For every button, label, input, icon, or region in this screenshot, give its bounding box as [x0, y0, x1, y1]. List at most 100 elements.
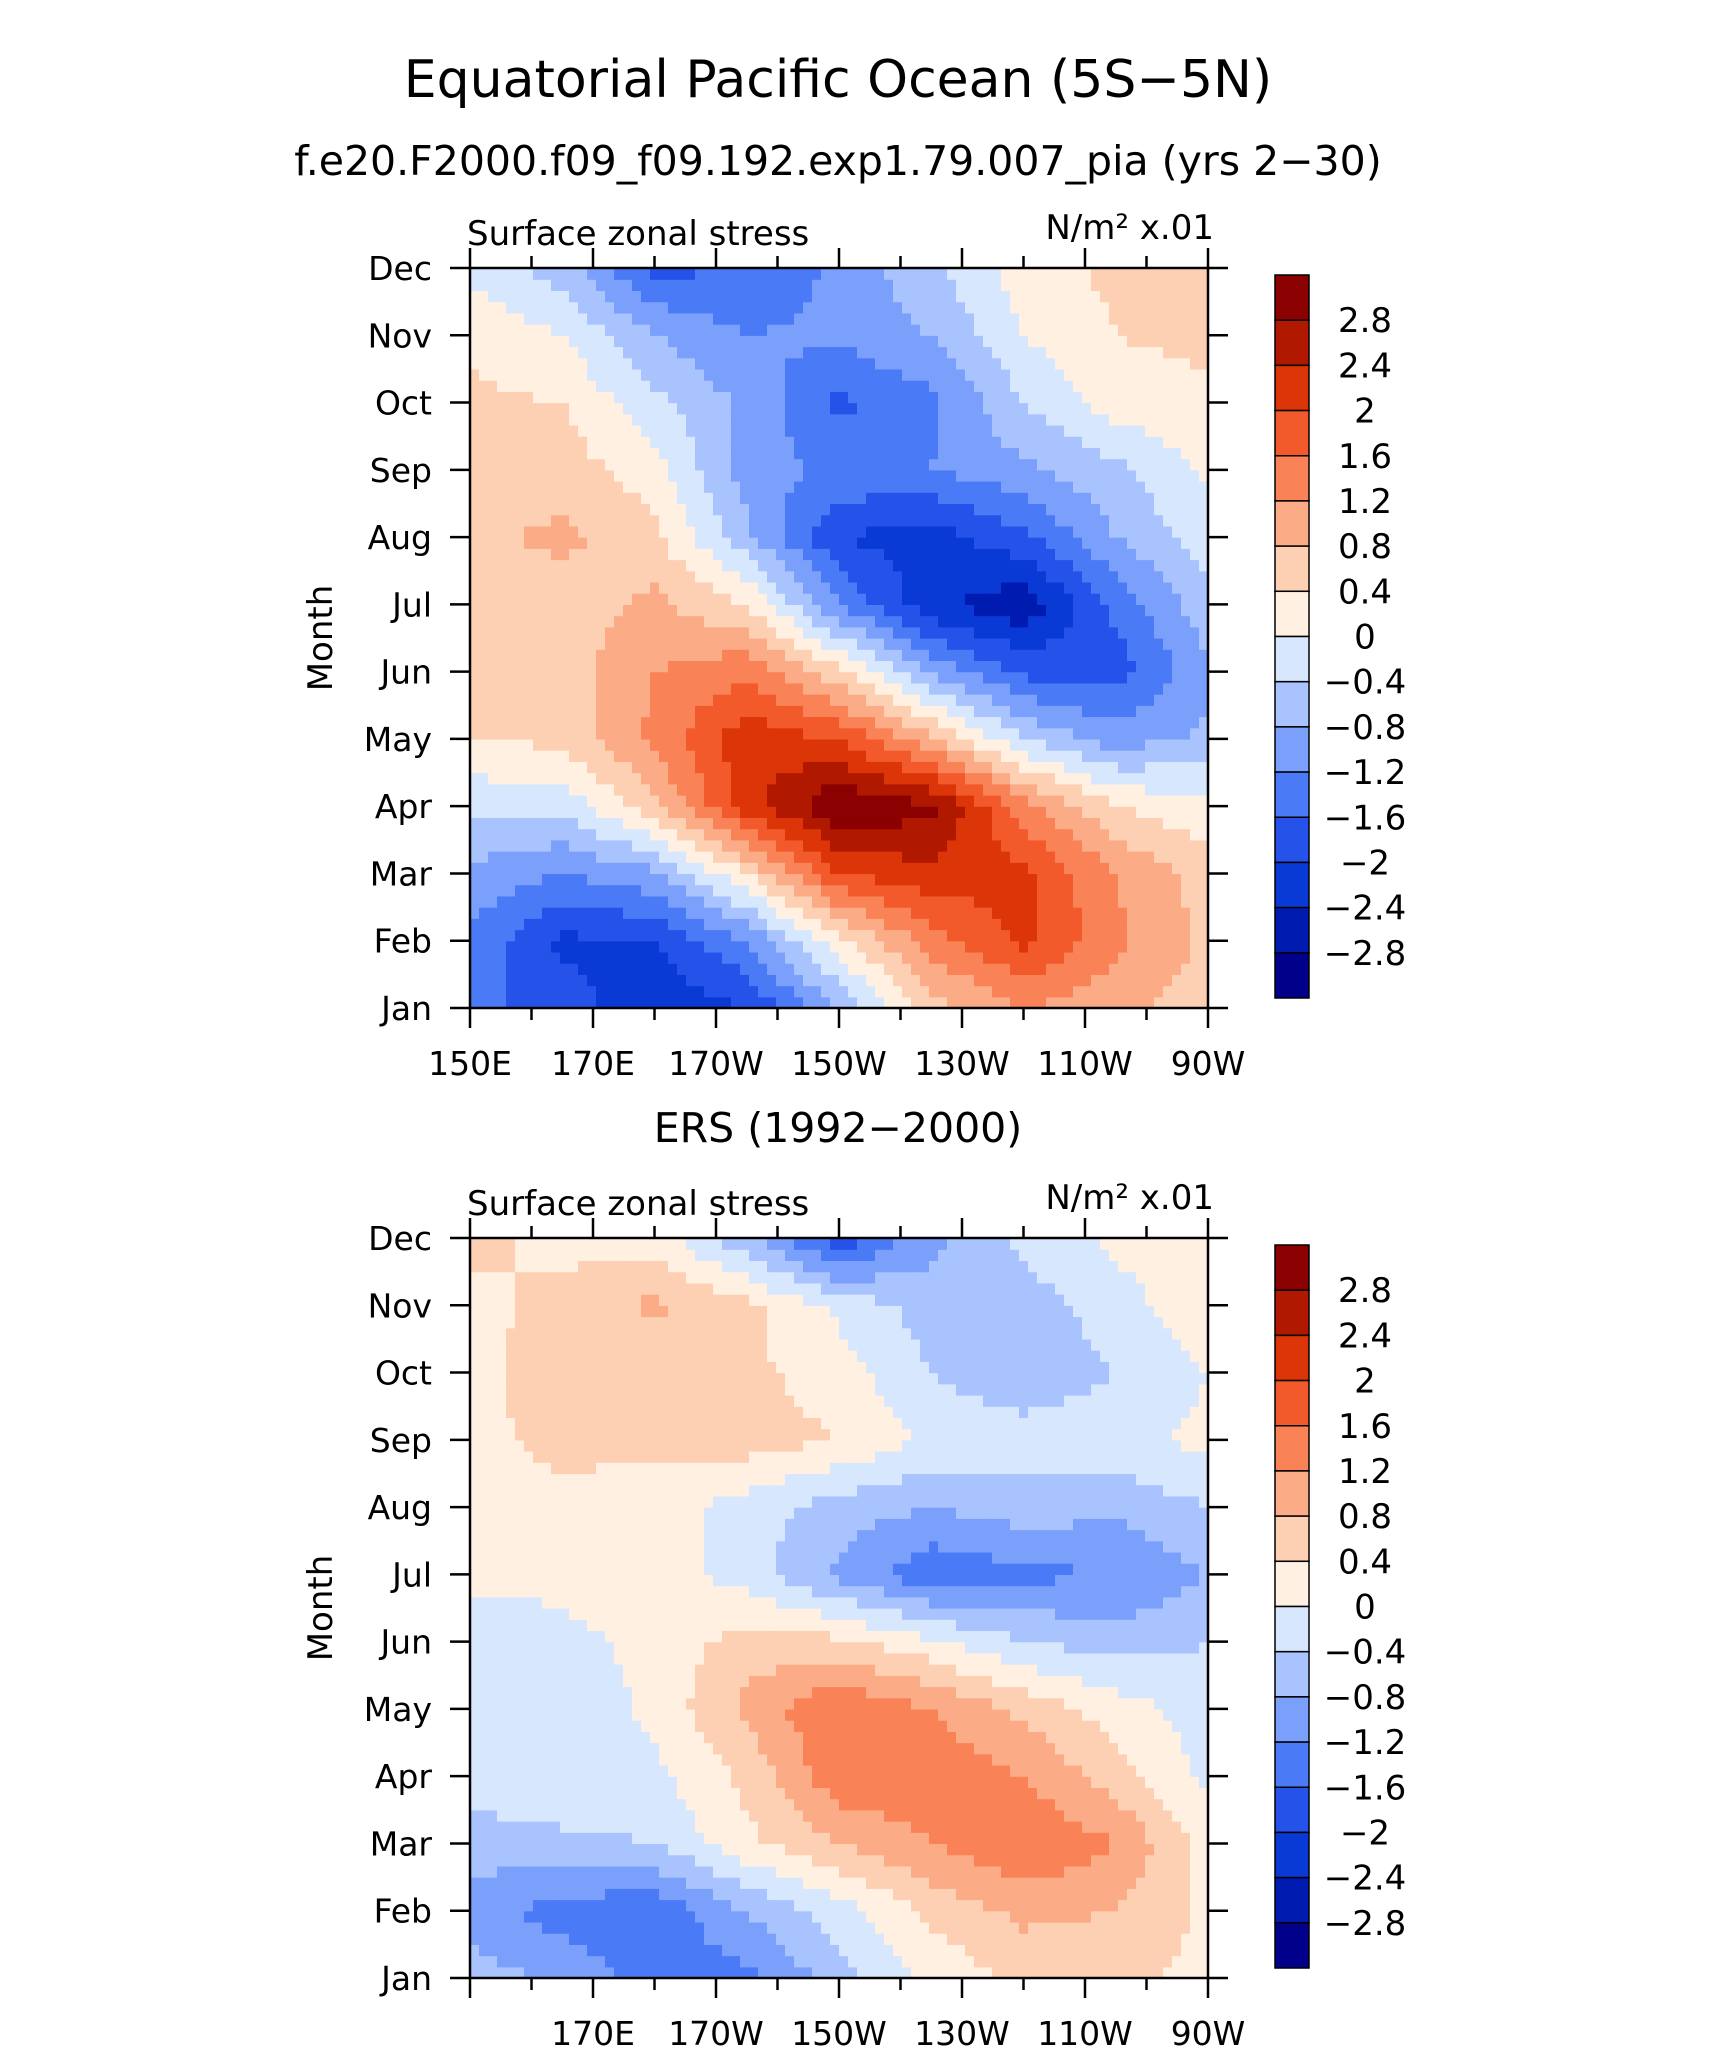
- heat-cell: [902, 380, 912, 392]
- heat-cell: [1037, 660, 1047, 673]
- heat-cell: [794, 525, 804, 538]
- heat-cell: [1145, 604, 1155, 617]
- heat-cell: [722, 402, 732, 415]
- heat-cell: [569, 357, 579, 370]
- heat-cell: [956, 907, 966, 919]
- heat-cell: [767, 940, 777, 953]
- heat-cell: [605, 581, 615, 594]
- heat-cell: [479, 570, 489, 583]
- heat-cell: [767, 570, 777, 583]
- heat-cell: [479, 413, 489, 426]
- heat-cell: [605, 458, 615, 471]
- heat-cell: [506, 851, 516, 863]
- heat-cell: [659, 985, 669, 998]
- heat-cell: [587, 727, 597, 740]
- heat-cell: [947, 503, 957, 516]
- heat-cell: [938, 649, 948, 662]
- heat-cell: [1082, 324, 1092, 336]
- heat-cell: [569, 525, 579, 538]
- heat-cell: [740, 593, 750, 605]
- heat-cell: [659, 660, 669, 673]
- heat-cell: [776, 593, 786, 605]
- heat-cell: [596, 413, 606, 426]
- heat-cell: [749, 649, 759, 662]
- heat-cell: [668, 839, 678, 852]
- heat-cell: [1163, 458, 1173, 471]
- heat-cell: [1109, 335, 1119, 348]
- heat-cell: [479, 996, 489, 1009]
- heat-cell: [785, 346, 795, 359]
- heat-cell: [1028, 537, 1038, 549]
- heat-cell: [857, 884, 867, 897]
- heat-cell: [938, 559, 948, 572]
- heat-cell: [569, 918, 579, 931]
- heat-cell: [1190, 391, 1200, 404]
- heat-cell: [1199, 794, 1209, 807]
- heat-cell: [857, 873, 867, 886]
- heat-cell: [1091, 671, 1101, 684]
- heat-cell: [479, 750, 489, 762]
- heat-cell: [911, 413, 921, 426]
- heat-cell: [1127, 671, 1137, 684]
- heat-cell: [596, 649, 606, 662]
- heat-cell: [947, 346, 957, 359]
- heat-cell: [497, 481, 507, 493]
- heat-cell: [569, 481, 579, 493]
- heat-cell: [641, 851, 651, 863]
- heat-cell: [1046, 951, 1056, 964]
- heat-cell: [1154, 918, 1164, 931]
- heat-cell: [533, 380, 543, 392]
- heat-cell: [866, 424, 876, 437]
- heat-cell: [893, 806, 903, 818]
- heat-cell: [758, 447, 768, 460]
- heat-cell: [704, 750, 714, 762]
- heat-cell: [866, 750, 876, 762]
- heat-cell: [830, 738, 840, 751]
- heat-cell: [974, 626, 984, 639]
- heat-cell: [821, 895, 831, 908]
- heat-cell: [632, 907, 642, 919]
- heat-cell: [839, 895, 849, 908]
- heat-cell: [1091, 884, 1101, 897]
- heat-cell: [749, 895, 759, 908]
- heat-cell: [632, 895, 642, 908]
- heat-cell: [659, 357, 669, 370]
- heat-cell: [668, 828, 678, 841]
- heat-cell: [1145, 391, 1155, 404]
- heat-cell: [1028, 570, 1038, 583]
- heat-cell: [974, 402, 984, 415]
- heat-cell: [857, 638, 867, 650]
- heat-cell: [587, 391, 597, 404]
- heat-cell: [1055, 436, 1065, 448]
- heat-cell: [677, 391, 687, 404]
- heat-cell: [479, 626, 489, 639]
- heat-cell: [1010, 559, 1020, 572]
- heat-cell: [542, 974, 552, 987]
- heat-cell: [731, 346, 741, 359]
- heat-cell: [668, 626, 678, 639]
- heat-cell: [1064, 346, 1074, 359]
- heat-cell: [632, 481, 642, 493]
- heat-cell: [866, 447, 876, 460]
- heat-cell: [911, 481, 921, 493]
- heat-cell: [956, 615, 966, 628]
- heat-cell: [650, 963, 660, 975]
- heat-cell: [695, 503, 705, 516]
- heat-cell: [1172, 716, 1182, 729]
- heat-cell: [650, 649, 660, 662]
- heat-cell: [605, 951, 615, 964]
- heat-cell: [1028, 873, 1038, 886]
- heat-cell: [920, 940, 930, 953]
- heat-cell: [875, 794, 885, 807]
- heat-cell: [1172, 514, 1182, 527]
- heat-cell: [1136, 828, 1146, 841]
- heat-cell: [1118, 638, 1128, 650]
- heat-cell: [569, 907, 579, 919]
- heat-cell: [866, 828, 876, 841]
- heat-cell: [875, 413, 885, 426]
- heat-cell: [542, 895, 552, 908]
- heat-cell: [560, 424, 570, 437]
- heat-cell: [1091, 626, 1101, 639]
- heat-cell: [1001, 380, 1011, 392]
- heat-cell: [749, 469, 759, 482]
